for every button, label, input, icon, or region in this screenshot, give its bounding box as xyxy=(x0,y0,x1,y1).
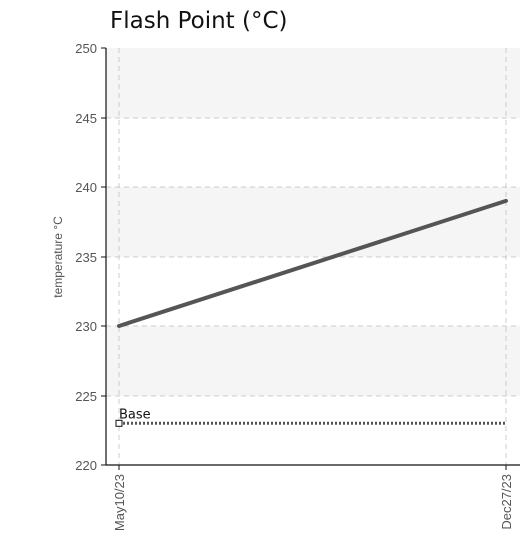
x-tick-label: Dec27/23 xyxy=(499,474,514,530)
x-tick-marks xyxy=(118,465,507,470)
plot-band xyxy=(106,48,520,118)
y-tick-label: 230 xyxy=(75,319,97,334)
x-gridlines xyxy=(118,48,507,464)
plot-band xyxy=(106,326,520,396)
y-tick-label: 245 xyxy=(75,111,97,126)
base-series-label: Base xyxy=(119,407,151,422)
y-tick-label: 240 xyxy=(75,180,97,195)
y-axis-label: temperature °C xyxy=(51,216,65,298)
y-tick-label: 250 xyxy=(75,41,97,56)
flash-point-series-line xyxy=(117,198,508,328)
chart-title: Flash Point (°C) xyxy=(110,8,288,34)
y-gridlines xyxy=(106,117,520,397)
plot-band xyxy=(106,187,520,257)
base-point-marker xyxy=(115,419,123,427)
plot-bands xyxy=(106,48,520,396)
y-tick-label: 225 xyxy=(75,389,97,404)
x-tick-label: May10/23 xyxy=(112,474,127,531)
y-tick-labels: 250 245 240 235 230 225 220 xyxy=(75,41,97,473)
y-tick-label: 235 xyxy=(75,250,97,265)
y-tick-marks xyxy=(101,47,106,466)
y-tick-label: 220 xyxy=(75,458,97,473)
